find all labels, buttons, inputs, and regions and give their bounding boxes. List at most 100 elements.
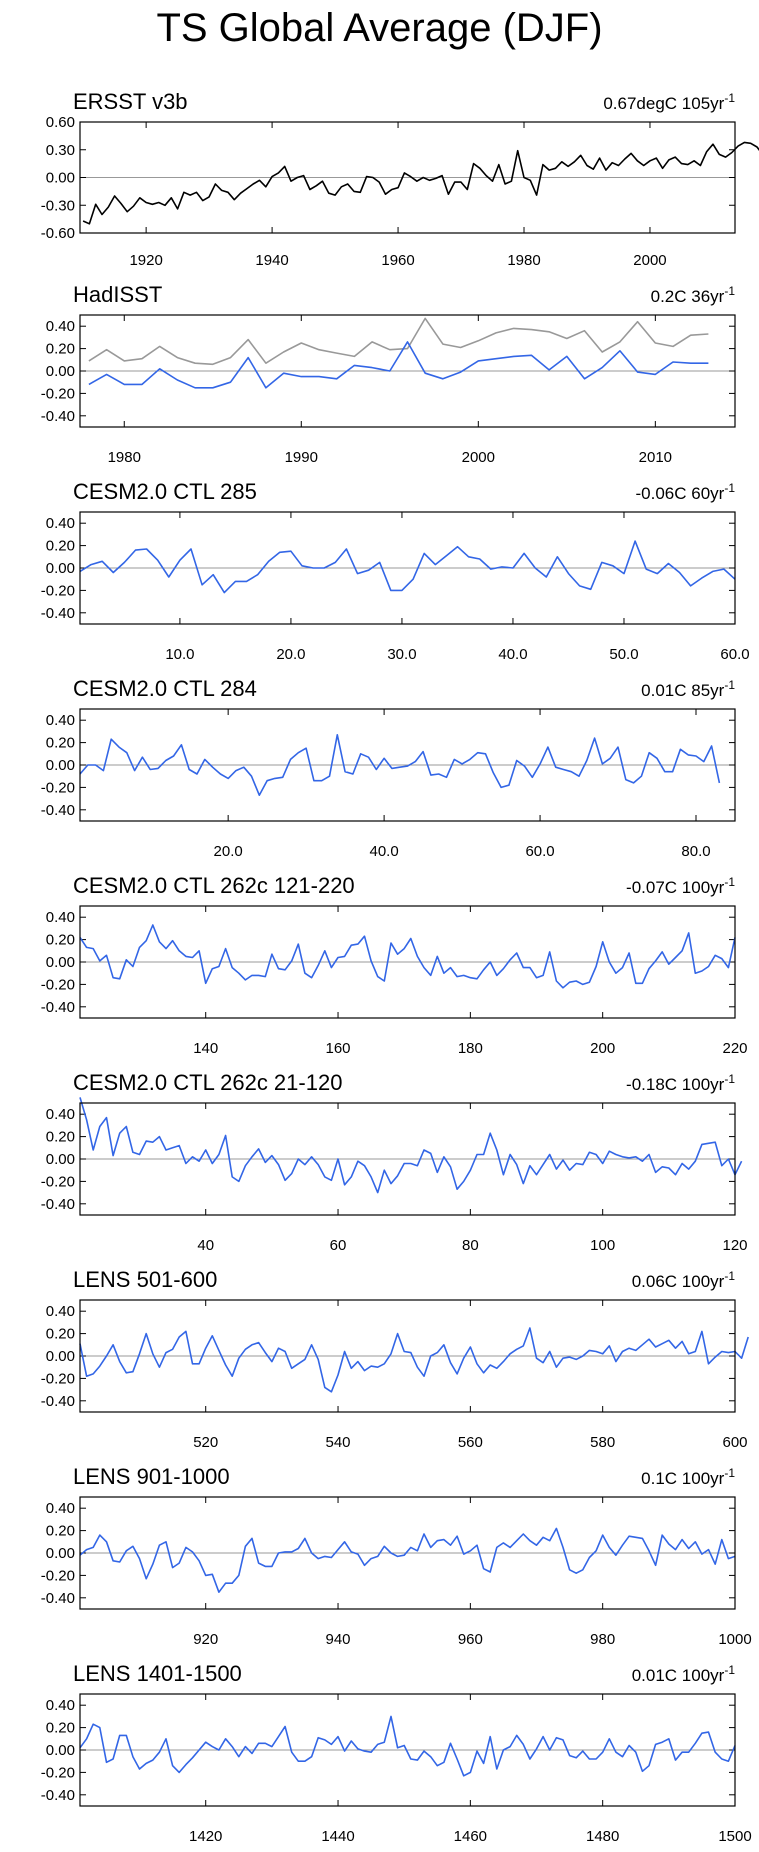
y-tick-label: -0.20 bbox=[41, 1173, 75, 1190]
panel-title: LENS 1401-1500 bbox=[73, 1661, 242, 1686]
x-tick-label: 20.0 bbox=[214, 843, 243, 860]
x-tick-label: 2010 bbox=[639, 449, 672, 466]
trend-exponent: -1 bbox=[724, 284, 735, 298]
plot-frame bbox=[79, 905, 736, 1019]
y-tick-label: -0.40 bbox=[41, 408, 75, 425]
y-tick-label: 0.20 bbox=[46, 341, 75, 358]
trend-label: 0.06C 100yr-1 bbox=[632, 1269, 736, 1291]
x-tick-label: 50.0 bbox=[609, 646, 638, 663]
y-tick-label: 0.40 bbox=[46, 1106, 75, 1123]
panel-title: CESM2.0 CTL 262c 121-220 bbox=[73, 873, 355, 898]
x-tick-label: 140 bbox=[193, 1040, 218, 1057]
x-tick-label: 40 bbox=[197, 1237, 214, 1254]
x-tick-label: 1920 bbox=[129, 252, 162, 269]
y-tick-label: 0.00 bbox=[46, 1545, 75, 1562]
y-tick-label: 0.00 bbox=[46, 1742, 75, 1759]
x-tick-label: 980 bbox=[590, 1631, 615, 1648]
series-line bbox=[88, 317, 709, 366]
trend-value: 0.01C 85yr bbox=[641, 681, 724, 700]
x-tick-label: 10.0 bbox=[165, 646, 194, 663]
x-tick-label: 2000 bbox=[633, 252, 666, 269]
y-tick-label: -0.20 bbox=[41, 1370, 75, 1387]
y-tick-label: 0.00 bbox=[46, 1348, 75, 1365]
chart-panel: ERSST v3b 0.67degC 105yr-1 -0.60 -0.30 0.00 0… bbox=[41, 89, 759, 269]
y-tick-label: 0.40 bbox=[46, 1303, 75, 1320]
series-line bbox=[82, 141, 759, 225]
y-tick-label: -0.40 bbox=[41, 605, 75, 622]
y-tick-label: 0.20 bbox=[46, 932, 75, 949]
x-tick-label: 40.0 bbox=[370, 843, 399, 860]
y-tick-label: 0.20 bbox=[46, 1523, 75, 1540]
x-tick-label: 60.0 bbox=[525, 843, 554, 860]
trend-value: 0.2C 36yr bbox=[651, 287, 725, 306]
x-tick-label: 2000 bbox=[462, 449, 495, 466]
x-tick-label: 940 bbox=[326, 1631, 351, 1648]
panel-title: CESM2.0 CTL 285 bbox=[73, 479, 257, 504]
series-line bbox=[79, 1327, 749, 1393]
trend-exponent: -1 bbox=[724, 875, 735, 889]
x-tick-label: 540 bbox=[326, 1434, 351, 1451]
x-tick-label: 1480 bbox=[586, 1828, 619, 1845]
x-tick-label: 120 bbox=[722, 1237, 747, 1254]
panel-title: CESM2.0 CTL 284 bbox=[73, 676, 257, 701]
trend-label: 0.67degC 105yr-1 bbox=[603, 91, 735, 113]
y-tick-label: -0.40 bbox=[41, 1787, 75, 1804]
plot-frame bbox=[79, 1299, 736, 1413]
x-tick-label: 80 bbox=[462, 1237, 479, 1254]
plot-frame bbox=[79, 1102, 736, 1216]
y-tick-label: 0.30 bbox=[46, 142, 75, 159]
trend-value: -0.06C 60yr bbox=[636, 484, 725, 503]
x-tick-label: 200 bbox=[590, 1040, 615, 1057]
trend-value: 0.67degC 105yr bbox=[603, 94, 724, 113]
trend-label: 0.1C 100yr-1 bbox=[641, 1466, 735, 1488]
trend-exponent: -1 bbox=[724, 1466, 735, 1480]
y-tick-label: 0.40 bbox=[46, 1697, 75, 1714]
y-tick-label: -0.20 bbox=[41, 582, 75, 599]
trend-exponent: -1 bbox=[724, 91, 735, 105]
y-tick-label: 0.20 bbox=[46, 1129, 75, 1146]
x-tick-label: 1980 bbox=[507, 252, 540, 269]
chart-panel: HadISST 0.2C 36yr-1 -0.40 -0.20 0.00 0.20 0.40… bbox=[41, 282, 736, 466]
trend-label: 0.01C 85yr-1 bbox=[641, 678, 735, 700]
x-tick-label: 100 bbox=[590, 1237, 615, 1254]
series-line bbox=[79, 1527, 736, 1593]
y-tick-label: 0.40 bbox=[46, 515, 75, 532]
x-tick-label: 1990 bbox=[285, 449, 318, 466]
y-tick-label: 0.20 bbox=[46, 538, 75, 555]
y-tick-label: -0.40 bbox=[41, 1393, 75, 1410]
trend-value: -0.18C 100yr bbox=[626, 1075, 725, 1094]
y-tick-label: -0.20 bbox=[41, 779, 75, 796]
y-tick-label: 0.00 bbox=[46, 363, 75, 380]
series-line bbox=[79, 1097, 743, 1194]
y-tick-label: -0.20 bbox=[41, 976, 75, 993]
plot-frame bbox=[79, 708, 736, 822]
y-tick-label: -0.20 bbox=[41, 1764, 75, 1781]
chart-panel: LENS 901-1000 0.1C 100yr-1 -0.40 -0.20 0.00 0… bbox=[41, 1464, 752, 1648]
chart-panel: CESM2.0 CTL 262c 21-120 -0.18C 100yr-1-0.… bbox=[41, 1070, 748, 1254]
x-tick-label: 1000 bbox=[718, 1631, 751, 1648]
y-tick-label: 0.20 bbox=[46, 1326, 75, 1343]
trend-exponent: -1 bbox=[724, 1072, 735, 1086]
trend-value: 0.01C 100yr bbox=[632, 1666, 725, 1685]
plot-frame bbox=[79, 1693, 736, 1807]
y-tick-label: -0.20 bbox=[41, 1567, 75, 1584]
panel-title: HadISST bbox=[73, 282, 162, 307]
y-tick-label: 0.40 bbox=[46, 318, 75, 335]
x-tick-label: 600 bbox=[722, 1434, 747, 1451]
panel-title: LENS 501-600 bbox=[73, 1267, 217, 1292]
y-tick-label: 0.00 bbox=[46, 1151, 75, 1168]
trend-exponent: -1 bbox=[724, 1663, 735, 1677]
x-tick-label: 1500 bbox=[718, 1828, 751, 1845]
x-tick-label: 180 bbox=[458, 1040, 483, 1057]
x-tick-label: 30.0 bbox=[387, 646, 416, 663]
chart-panel: CESM2.0 CTL 262c 121-220 -0.07C 100yr-1-0… bbox=[41, 873, 748, 1057]
y-tick-label: 0.20 bbox=[46, 735, 75, 752]
y-tick-label: 0.40 bbox=[46, 1500, 75, 1517]
panel-title: ERSST v3b bbox=[73, 89, 188, 114]
x-tick-label: 560 bbox=[458, 1434, 483, 1451]
y-tick-label: -0.40 bbox=[41, 999, 75, 1016]
y-tick-label: 0.60 bbox=[46, 114, 75, 131]
chart-panel: CESM2.0 CTL 284 0.01C 85yr-1 -0.40 -0.20 0.0… bbox=[41, 676, 736, 860]
plot-frame bbox=[79, 511, 736, 625]
